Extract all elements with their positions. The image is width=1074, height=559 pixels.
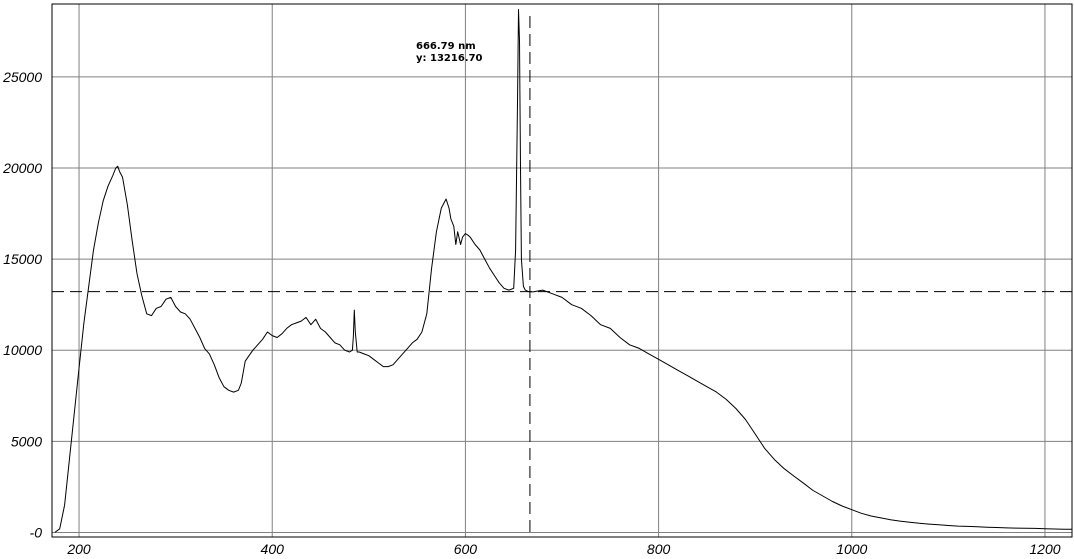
cursor-y-readout: y: 13216.70 [416, 53, 483, 64]
x-tick-label: 400 [261, 541, 285, 557]
y-tick-label: 20000 [2, 160, 42, 176]
grid [52, 4, 1072, 537]
x-tick-label: 1000 [836, 541, 867, 557]
series-group [54, 9, 1073, 533]
crosshair-cursor[interactable]: 666.79 nm y: 13216.70 [52, 16, 1072, 537]
y-tick-label: 5000 [11, 433, 42, 449]
y-tick-label: 25000 [2, 69, 42, 85]
cursor-x-readout: 666.79 nm [416, 41, 476, 52]
x-tick-label: 1200 [1029, 541, 1060, 557]
tick-labels: 200 400 600 800 1000 1200 -0 5000 10000 15000 2000… [2, 69, 1061, 557]
y-tick-label: -0 [30, 524, 43, 540]
y-tick-label: 10000 [3, 342, 42, 358]
spectrum-series-line [54, 9, 1073, 533]
x-tick-label: 800 [647, 541, 671, 557]
y-tick-label: 15000 [3, 251, 42, 267]
x-tick-label: 200 [66, 541, 91, 557]
x-tick-label: 600 [454, 541, 478, 557]
plot-frame [51, 3, 1073, 538]
